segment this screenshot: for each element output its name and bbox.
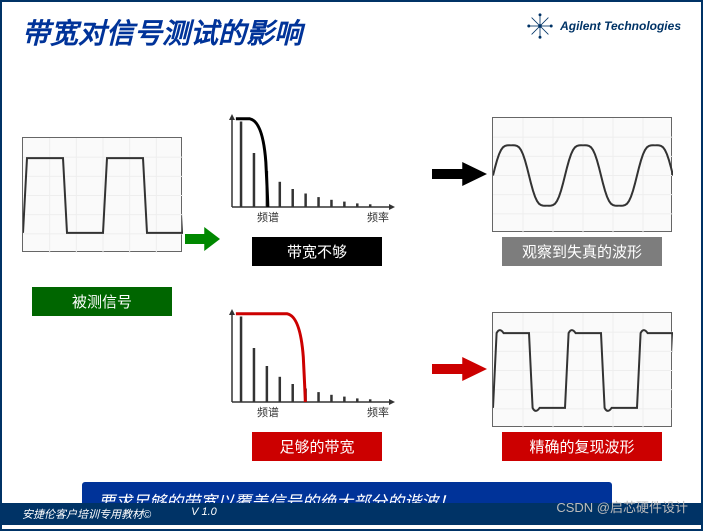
arrow-input-to-spectrum	[185, 227, 220, 256]
label-bw-sufficient: 足够的带宽	[252, 432, 382, 461]
header: 带宽对信号测试的影响 Agilent Technologies	[2, 2, 701, 57]
slide-container: 带宽对信号测试的影响 Agilent Technologies 频谱频率 频谱频…	[0, 0, 703, 531]
logo-text: Agilent Technologies	[560, 19, 681, 33]
panel-input-signal	[22, 137, 182, 252]
arrow-top-to-output	[432, 162, 487, 191]
panel-spectrum-top: 频谱 频率	[217, 112, 397, 222]
panel-output-distorted	[492, 117, 672, 232]
footer-left: 安捷伦客户培训专用教材©	[22, 506, 151, 522]
label-bw-insufficient: 带宽不够	[252, 237, 382, 266]
content-area: 频谱频率 频谱频率 被测信号 带宽不够 足够的带宽 观察到失真的波形 精确的复现…	[2, 57, 701, 477]
slide-title: 带宽对信号测试的影响	[22, 12, 302, 52]
label-input-signal: 被测信号	[32, 287, 172, 316]
axis-label-frequency: 频率	[367, 404, 389, 420]
watermark: CSDN @启芯硬件设计	[556, 497, 688, 516]
label-accurate: 精确的复现波形	[502, 432, 662, 461]
panel-output-accurate	[492, 312, 672, 427]
panel-spectrum-bottom: 频谱 频率	[217, 307, 397, 417]
arrow-bottom-to-output	[432, 357, 487, 386]
axis-label-spectrum: 频谱	[257, 209, 279, 225]
axis-label-spectrum: 频谱	[257, 404, 279, 420]
label-distorted: 观察到失真的波形	[502, 237, 662, 266]
axis-label-frequency: 频率	[367, 209, 389, 225]
logo: Agilent Technologies	[526, 12, 681, 40]
spark-icon	[526, 12, 554, 40]
footer-version: V 1.0	[191, 506, 217, 522]
